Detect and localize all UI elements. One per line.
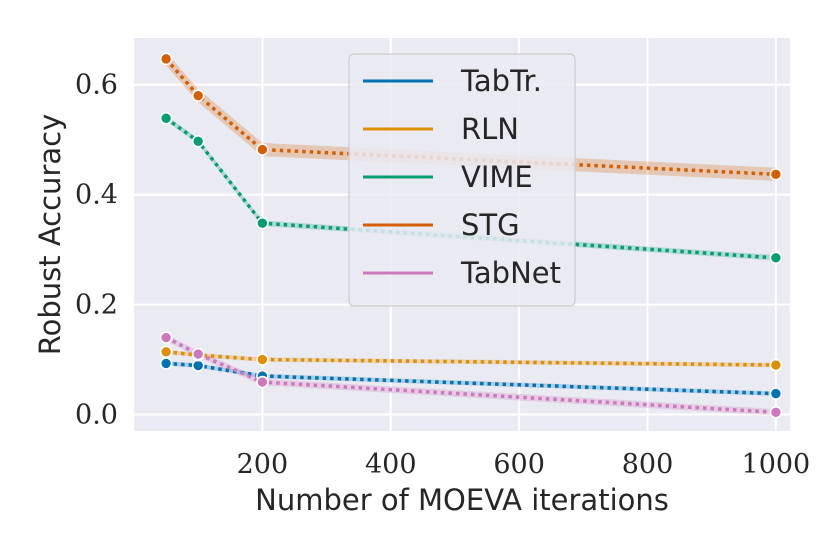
band-vime [166, 115, 776, 261]
legend-label-tabnet: TabNet [460, 256, 561, 290]
x-tick-label: 600 [493, 449, 545, 480]
point-vime [769, 251, 783, 265]
y-tick-labels: 0.0 0.2 0.4 0.6 [75, 70, 118, 431]
point-vime [256, 216, 269, 230]
point-tabnet [159, 331, 173, 344]
legend-label-vime: VIME [461, 160, 533, 194]
line-tabnet [165, 336, 776, 415]
legend: TabTr. RLN VIME STG TabNet [348, 53, 576, 307]
x-tick-label: 1000 [742, 449, 811, 480]
legend-label-tabtr: TabTr. [460, 64, 542, 98]
point-rln [256, 353, 269, 366]
point-stg [769, 168, 783, 181]
point-vime [191, 135, 205, 148]
point-tabtr [159, 357, 173, 370]
point-stg [256, 143, 269, 156]
x-tick-label: 400 [365, 449, 417, 480]
point-rln [769, 358, 783, 372]
point-tabnet [769, 406, 783, 419]
point-rln [159, 345, 173, 359]
legend-label-stg: STG [461, 208, 520, 242]
point-tabnet [191, 347, 205, 361]
x-tick-label: 800 [622, 449, 674, 480]
y-tick-label: 0.2 [75, 290, 118, 321]
point-vime [159, 111, 173, 125]
line-stg [164, 57, 776, 177]
series-markers [159, 52, 783, 419]
y-axis-label: Robust Accuracy [33, 114, 67, 355]
point-tabnet [256, 375, 269, 389]
point-stg [191, 89, 205, 103]
point-tabtr [769, 387, 783, 400]
y-tick-label: 0.6 [75, 70, 118, 101]
legend-box [348, 53, 576, 307]
band-tabnet [166, 334, 776, 416]
line-tabtr [165, 361, 776, 396]
y-tick-label: 0.4 [75, 180, 118, 211]
band-stg [166, 52, 776, 181]
legend-label-rln: RLN [461, 112, 519, 146]
point-stg [159, 52, 173, 66]
x-tick-label: 200 [237, 449, 289, 480]
line-rln [165, 350, 776, 367]
y-tick-label: 0.0 [75, 400, 118, 431]
x-axis-label: Number of MOEVA iterations [255, 483, 669, 517]
point-tabtr [191, 359, 205, 372]
x-tick-labels: 200 400 600 800 1000 [237, 449, 811, 480]
